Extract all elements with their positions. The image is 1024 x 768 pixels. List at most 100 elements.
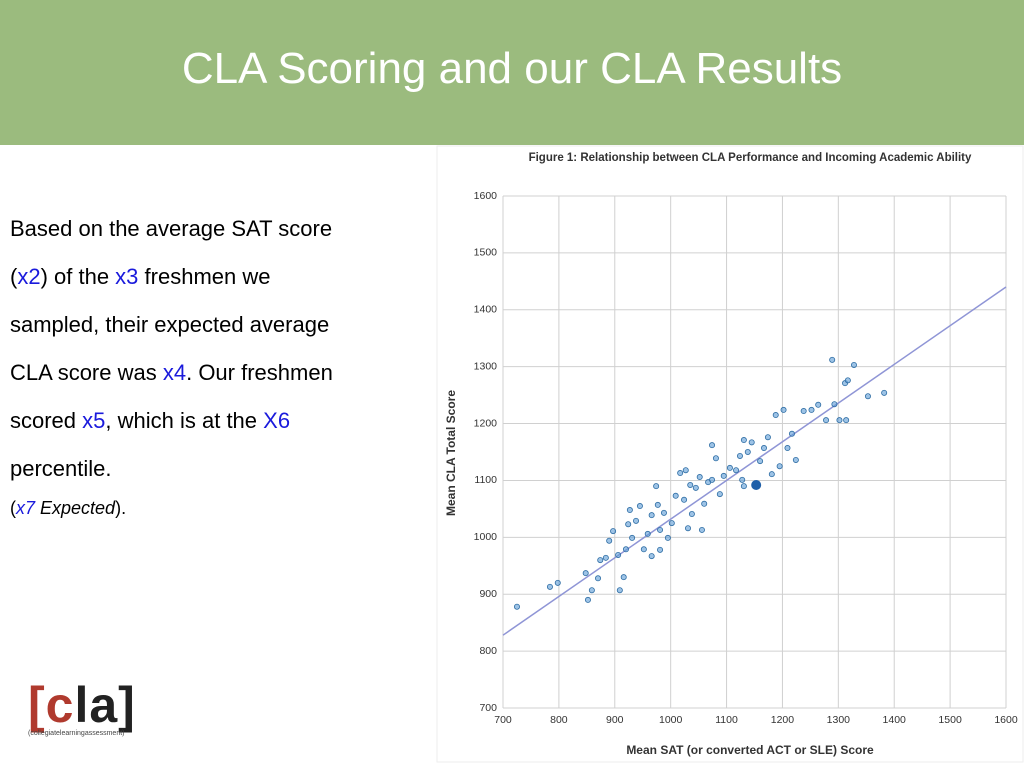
text: ( [10,498,16,518]
x-tick-label: 1500 [938,714,962,726]
point [836,417,843,424]
value: x4 [162,360,187,385]
point [626,507,633,514]
x-tick-label: 1600 [994,714,1018,726]
point [739,476,746,483]
point [633,517,640,524]
point [546,583,553,590]
point [588,587,595,594]
highlight-point [751,479,762,490]
point [757,458,764,465]
point [602,554,609,561]
point [864,393,871,400]
point [792,456,799,463]
y-tick-label: 1000 [474,531,498,543]
point [844,377,851,384]
point [616,587,623,594]
y-tick-label: 1200 [474,417,498,429]
point [815,401,822,408]
point [657,526,664,533]
point [701,500,708,507]
slide-title: CLA Scoring and our CLA Results [181,44,843,93]
point [733,467,740,474]
point [682,467,689,474]
point [709,442,716,449]
value: x3 [115,264,139,289]
value: x2 [17,264,41,289]
point [740,483,747,490]
point [648,553,655,560]
point [800,408,807,415]
point [625,521,632,528]
point [764,434,771,441]
point [881,389,888,396]
x-tick-label: 1200 [771,714,795,726]
y-tick-label: 900 [479,588,497,600]
point [595,575,602,582]
point [636,503,643,510]
point [784,445,791,452]
logo: [cla] (collegiatelearningassessment) [28,676,136,737]
point [688,511,695,518]
point [736,452,743,459]
text: Based on the average SAT score ( [10,216,333,289]
y-tick-label: 1400 [474,304,498,316]
point [696,474,703,481]
point [584,596,591,603]
text: , which is at the [105,408,264,433]
point [829,356,836,363]
text: freshmen we sampled, their expected aver… [10,264,330,385]
point [850,361,857,368]
chart-panel [436,145,1024,763]
point [629,534,636,541]
x-tick-label: 1000 [659,714,683,726]
header: CLA Scoring and our CLA Results [0,0,1024,145]
point [712,455,719,462]
point [780,406,787,413]
point [648,512,655,519]
chart-title: Figure 1: Relationship between CLA Perfo… [529,152,972,164]
y-tick-label: 700 [479,702,497,714]
point [644,530,651,537]
point [740,437,747,444]
point [620,574,627,581]
text: ) of the [40,264,116,289]
point [597,557,604,564]
y-tick-label: 1600 [474,190,498,202]
y-tick-label: 800 [479,645,497,657]
point [657,546,664,553]
point [808,406,815,413]
point [831,401,838,408]
point [653,483,660,490]
point [692,484,699,491]
y-axis-label: Mean CLA Total Score [444,390,458,516]
point [768,471,775,478]
value: X6 [263,408,291,433]
point [660,509,667,516]
point [513,603,520,610]
x-axis-label: Mean SAT (or converted ACT or SLE) Score [626,743,874,757]
trendline [502,286,1007,636]
point [664,534,671,541]
text: percentile. [10,456,112,481]
x-tick-label: 900 [606,714,624,726]
point [761,445,768,452]
logo-mark: [cla] [28,677,136,733]
point [615,551,622,558]
x-tick-label: 1300 [827,714,851,726]
text: . Our freshmen scored [10,360,333,433]
point [823,417,830,424]
point [582,570,589,577]
point [606,537,613,544]
point [672,492,679,499]
point [610,528,617,535]
point [720,472,727,479]
point [640,546,647,553]
logo-caption: (collegiatelearningassessment) [28,730,125,737]
point [698,526,705,533]
point [772,412,779,419]
point [788,430,795,437]
text: Expected [35,498,116,518]
point [622,546,629,553]
